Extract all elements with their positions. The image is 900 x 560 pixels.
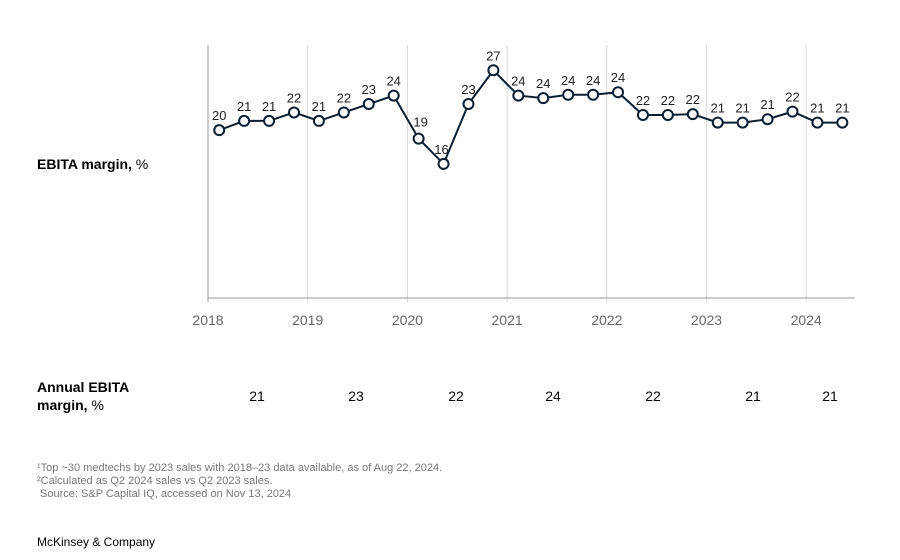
data-label: 22 (337, 90, 351, 105)
data-label: 22 (661, 93, 675, 108)
data-point (786, 105, 799, 118)
data-point (312, 114, 325, 127)
annual-value-2024: 21 (822, 388, 838, 404)
y-axis-label-unit: % (131, 156, 149, 172)
data-label: 24 (536, 76, 550, 91)
annual-value-2020: 22 (448, 388, 464, 404)
series-line (218, 68, 843, 166)
data-label: 21 (237, 99, 251, 114)
data-point (562, 88, 575, 101)
source-note: Source: S&P Capital IQ, accessed on Nov … (37, 488, 292, 500)
data-label: 27 (486, 48, 500, 63)
data-point (213, 124, 226, 137)
data-label: 22 (686, 92, 700, 107)
x-tick-label: 2023 (691, 312, 722, 328)
data-point (811, 116, 824, 129)
x-tick-label: 2019 (292, 312, 323, 328)
y-axis-label: EBITA margin, % (37, 156, 148, 172)
data-point (661, 108, 674, 121)
data-point (387, 89, 400, 102)
data-label: 21 (835, 101, 849, 116)
data-point (337, 106, 350, 119)
footnotes: ¹Top ~30 medtechs by 2023 sales with 201… (37, 462, 442, 501)
annual-value-2018: 21 (249, 388, 265, 404)
data-point (836, 116, 849, 129)
data-label: 23 (362, 82, 376, 97)
annual-label-bold: Annual EBITA margin, (37, 379, 129, 413)
x-tick-label: 2022 (591, 312, 622, 328)
footnote-1: ¹Top ~30 medtechs by 2023 sales with 201… (37, 462, 443, 474)
data-label: 24 (586, 73, 600, 88)
data-label: 16 (434, 142, 448, 157)
annual-value-2022: 22 (645, 388, 661, 404)
footnote-2: ²Calculated as Q2 2024 sales vs Q2 2023 … (37, 475, 273, 487)
data-point (686, 108, 699, 121)
data-label: 21 (710, 101, 724, 116)
data-label: 24 (561, 73, 575, 88)
annual-row-label: Annual EBITA margin, % (37, 378, 157, 414)
data-label: 21 (810, 101, 824, 116)
x-tick-label: 2020 (392, 312, 423, 328)
data-label: 22 (287, 90, 301, 105)
data-label: 19 (413, 115, 427, 130)
data-point (412, 132, 425, 145)
data-point (462, 98, 475, 111)
data-label: 23 (461, 82, 475, 97)
y-axis-label-bold: EBITA margin, (37, 156, 132, 172)
data-point (636, 108, 649, 121)
annual-value-2019: 23 (348, 388, 364, 404)
data-point (537, 92, 550, 105)
data-label: 21 (312, 99, 326, 114)
data-point (587, 88, 600, 101)
data-label: 24 (611, 70, 625, 85)
x-tick-label: 2021 (492, 312, 523, 328)
data-label: 24 (511, 74, 525, 89)
x-tick-label: 2018 (192, 312, 223, 328)
x-tick-label: 2024 (791, 312, 822, 328)
data-label: 24 (386, 74, 400, 89)
data-label: 21 (735, 101, 749, 116)
annual-value-2023: 21 (745, 388, 761, 404)
data-point (362, 98, 375, 111)
data-label: 21 (760, 97, 774, 112)
data-point (612, 86, 625, 99)
brand-logo-text: McKinsey & Company (37, 535, 156, 549)
annual-label-unit: % (87, 397, 104, 413)
data-point (487, 64, 500, 77)
data-label: 21 (262, 99, 276, 114)
data-point (287, 106, 300, 119)
data-label: 22 (785, 90, 799, 105)
data-label: 20 (212, 108, 226, 123)
data-point (512, 89, 525, 102)
data-point (761, 113, 774, 126)
data-point (263, 114, 276, 127)
data-point (238, 114, 251, 127)
data-point (736, 116, 749, 129)
data-label: 22 (636, 93, 650, 108)
data-point (437, 157, 450, 170)
annual-value-2021: 24 (545, 388, 561, 404)
data-point (711, 116, 724, 129)
